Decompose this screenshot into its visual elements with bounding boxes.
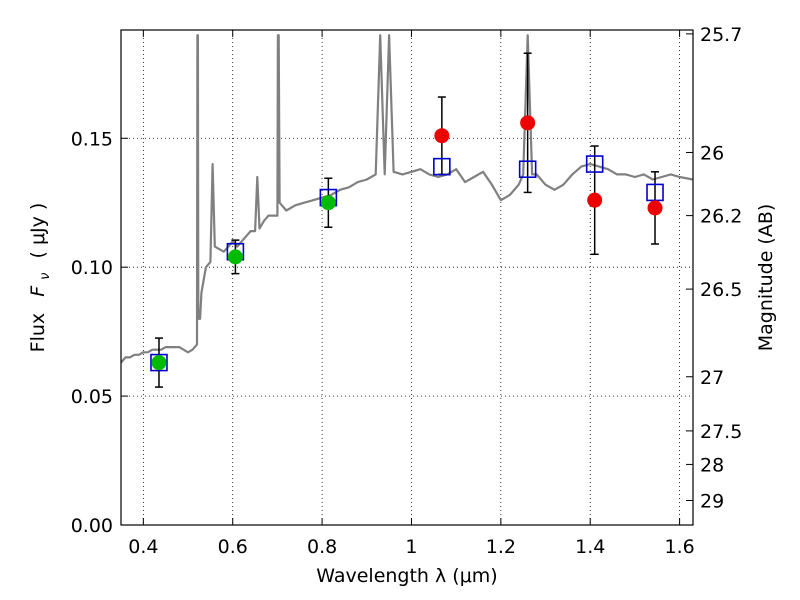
y2-tick-label-3: 26.5 xyxy=(700,279,742,301)
y-axis-label-sub: ν xyxy=(38,273,53,280)
model-box-4 xyxy=(518,160,537,179)
y-tick-label-3: 0.15 xyxy=(71,128,113,150)
x-tick-label-3: 1 xyxy=(405,536,417,558)
point-red-0 xyxy=(434,128,450,144)
model-box-3 xyxy=(433,157,451,176)
y2-tick-label-7: 29 xyxy=(700,491,724,513)
errorbar-group xyxy=(154,52,660,388)
y-axis-label-suffix: ( μJy ) xyxy=(27,203,49,259)
x-tick-label-0: 0.4 xyxy=(128,536,158,558)
spectrum-line xyxy=(121,34,693,364)
y2-tick-label-0: 25.7 xyxy=(700,24,742,46)
x-tick-label-4: 1.2 xyxy=(486,536,516,558)
x-axis-ticks: 0.4 0.6 0.8 1 1.2 1.4 1.6 xyxy=(128,30,695,558)
y-axis-label: Flux F ν ( μJy ) xyxy=(27,203,54,353)
x-axis-label: Wavelength λ (μm) xyxy=(316,565,497,587)
y-axis-label-var: F xyxy=(27,285,49,297)
y2-tick-label-4: 27 xyxy=(700,367,724,389)
point-red-3 xyxy=(647,200,663,216)
x-tick-label-1: 0.6 xyxy=(218,536,248,558)
point-red-1 xyxy=(520,115,536,131)
y2-tick-label-1: 26 xyxy=(700,142,724,164)
x-tick-label-5: 1.4 xyxy=(575,536,605,558)
model-box-0 xyxy=(150,353,168,372)
spectrum-series xyxy=(121,34,693,364)
point-green-2 xyxy=(320,195,336,211)
y2-axis-label: Magnitude (AB) xyxy=(755,204,777,352)
y-axis-label-prefix: Flux xyxy=(27,313,49,353)
y2-tick-label-5: 27.5 xyxy=(700,421,742,443)
y-tick-label-2: 0.10 xyxy=(71,257,113,279)
y2-axis-ticks: 25.7 26 26.2 26.5 27 27.5 28 29 xyxy=(686,24,742,513)
x-tick-label-6: 1.6 xyxy=(664,536,694,558)
point-green-0 xyxy=(151,355,167,371)
y2-tick-label-6: 28 xyxy=(700,454,724,476)
y-axis-ticks: 0.00 0.05 0.10 0.15 xyxy=(71,128,128,537)
x-tick-label-2: 0.8 xyxy=(307,536,337,558)
point-green-1 xyxy=(227,249,243,265)
observed-point-group xyxy=(151,115,663,371)
y-tick-label-1: 0.05 xyxy=(71,386,113,408)
grid-lines xyxy=(121,30,693,526)
model-box-5 xyxy=(585,155,604,173)
y-tick-label-0: 0.00 xyxy=(71,515,113,537)
point-red-2 xyxy=(587,192,603,208)
plot-frame xyxy=(120,29,694,526)
y2-tick-label-2: 26.2 xyxy=(700,206,742,228)
model-box-group xyxy=(150,155,664,372)
